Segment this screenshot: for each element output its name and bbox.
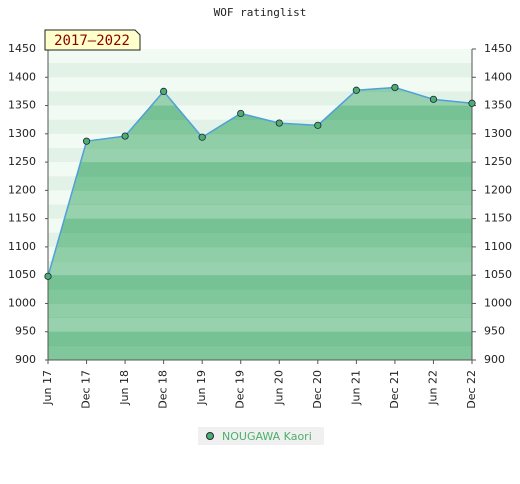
point: [314, 121, 322, 129]
point: [237, 109, 245, 118]
area-band: [48, 232, 472, 248]
y2-tick-label: 1050: [484, 268, 512, 281]
y2-tick-label: 950: [484, 325, 505, 338]
legend-label: NOUGAWA Kaori: [222, 430, 312, 443]
x-tick-label: Jun 17: [41, 370, 54, 406]
point: [468, 99, 476, 107]
area-band: [48, 345, 472, 360]
line: [47, 86, 473, 277]
area-band: [48, 246, 472, 262]
area-band: [48, 275, 472, 290]
point: [429, 95, 438, 103]
x-tick-label: Jun 22: [426, 370, 439, 406]
y2-tick-label: 1400: [484, 70, 512, 83]
annotation: 2017–2022: [54, 33, 130, 49]
x-tick-label: Dec 21: [388, 370, 401, 409]
point: [391, 83, 399, 92]
area-band: [48, 289, 472, 304]
y2-tick-label: 1200: [484, 183, 512, 196]
point: [44, 272, 52, 280]
area-band: [48, 162, 472, 177]
annotation-box: 2017–2022: [44, 29, 141, 51]
y2-tick-label: 900: [484, 353, 505, 366]
area-fill-group: [48, 87, 472, 360]
legend-box: [198, 427, 324, 445]
area-band: [48, 176, 472, 191]
y2-tick-label: 1350: [484, 99, 512, 112]
x-tick-label: Dec 19: [234, 370, 247, 409]
x-tick-label: Jun 18: [118, 370, 131, 406]
area-band: [48, 119, 472, 135]
area-band: [48, 133, 472, 149]
y2-tick-label: 1450: [484, 42, 512, 55]
y2-tick-label: 1100: [484, 240, 512, 253]
y2-tick-label: 1300: [484, 127, 512, 140]
area-band: [48, 218, 472, 234]
y-tick-label: 1000: [8, 296, 36, 309]
y-tick-label: 1250: [8, 155, 36, 168]
area-band: [48, 261, 472, 276]
point: [160, 87, 168, 96]
background-band: [48, 77, 472, 92]
chart-title: WOF ratinglist: [214, 6, 307, 19]
x-tick-label: Dec 18: [157, 370, 170, 409]
y2-tick-label: 1250: [484, 155, 512, 168]
point: [352, 86, 360, 94]
point: [275, 119, 283, 127]
legend: NOUGAWA Kaori: [198, 427, 324, 445]
x-tick-label: Jun 21: [349, 370, 362, 406]
background-band: [48, 63, 472, 78]
x-tick-label: Jun 19: [195, 370, 208, 406]
y-tick-label: 1100: [8, 240, 36, 253]
y2-tick-label: 1000: [484, 296, 512, 309]
x-tick-label: Jun 20: [272, 370, 285, 406]
area-band: [48, 204, 472, 219]
legend-marker: [206, 432, 214, 440]
point: [198, 133, 206, 141]
point: [121, 132, 129, 140]
area-band: [48, 331, 472, 347]
background-band: [48, 49, 472, 64]
point: [82, 137, 91, 145]
y-tick-label: 1450: [8, 42, 36, 55]
y-tick-label: 1300: [8, 127, 36, 140]
y2-tick-label: 1150: [484, 212, 512, 225]
y-tick-label: 1200: [8, 183, 36, 196]
x-tick-label: Dec 17: [80, 370, 93, 409]
y-tick-label: 900: [15, 353, 36, 366]
area-band: [48, 317, 472, 333]
x-tick-label: Dec 20: [311, 370, 324, 409]
area-band: [48, 147, 472, 163]
y-tick-label: 1150: [8, 212, 36, 225]
area-band: [48, 303, 472, 318]
x-tick-label: Dec 22: [465, 370, 478, 409]
y-tick-label: 1400: [8, 70, 36, 83]
area-band: [48, 190, 472, 205]
y-tick-label: 1050: [8, 268, 36, 281]
y-tick-label: 950: [15, 325, 36, 338]
y-tick-label: 1350: [8, 99, 36, 112]
